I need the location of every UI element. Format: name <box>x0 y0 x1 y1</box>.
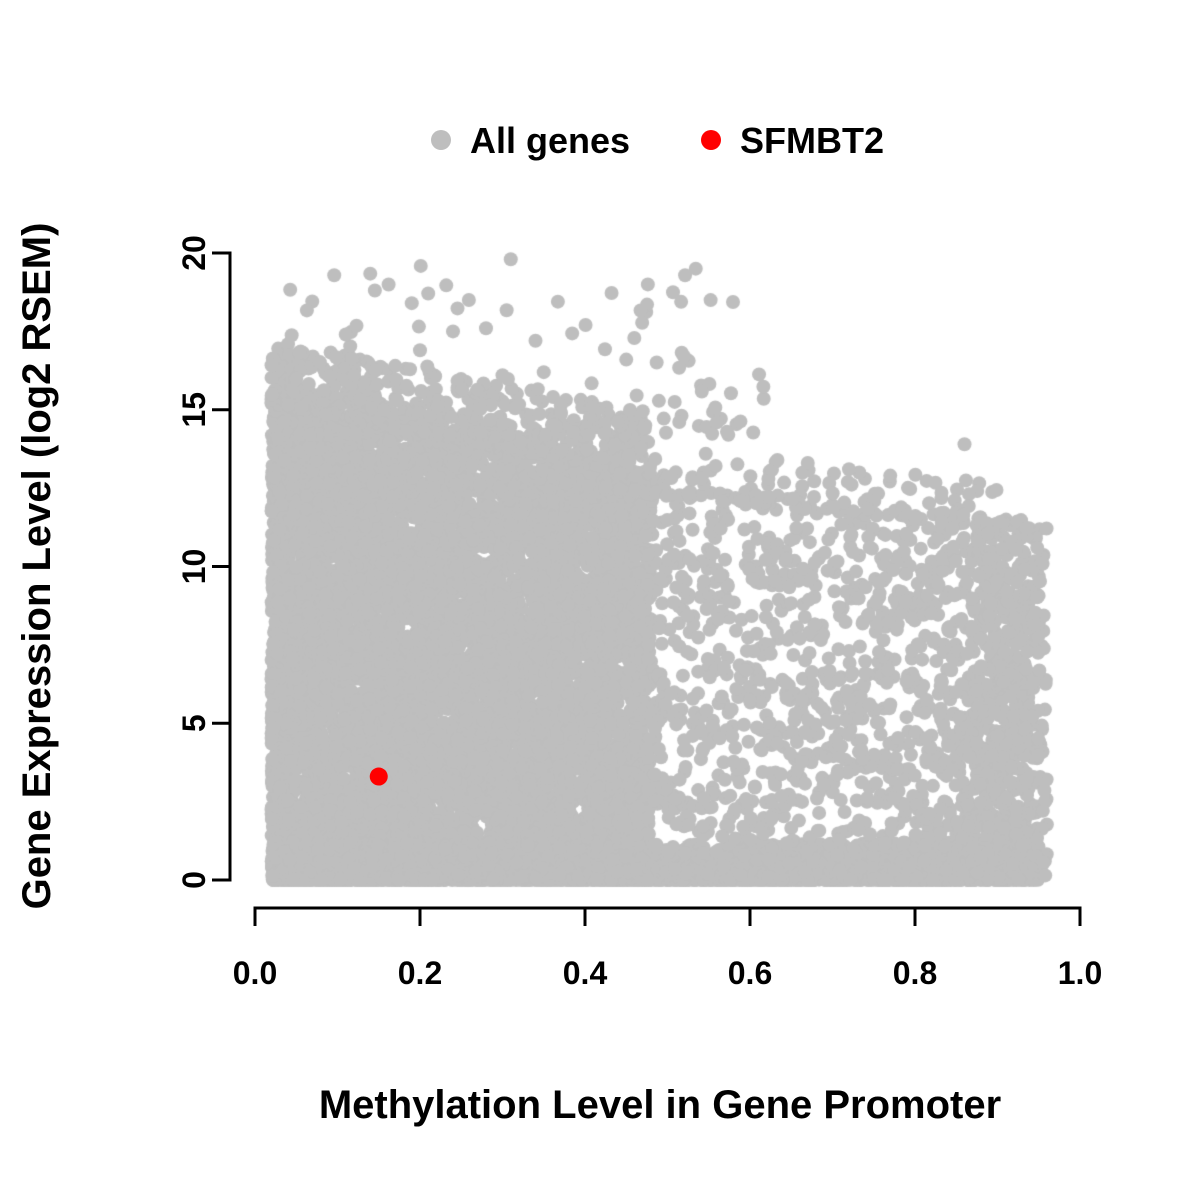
y-tick-label: 20 <box>176 235 212 271</box>
legend: All genes SFMBT2 <box>431 120 884 161</box>
x-axis-ticks: 0.0 0.2 0.4 0.6 0.8 1.0 <box>233 908 1102 991</box>
y-tick-label: 10 <box>176 549 212 585</box>
x-tick-label: 0.6 <box>728 955 772 991</box>
y-axis-title: Gene Expression Level (log2 RSEM) <box>15 223 59 910</box>
x-tick-label: 1.0 <box>1058 955 1102 991</box>
y-tick-label: 0 <box>176 871 212 889</box>
y-tick-label: 5 <box>176 714 212 732</box>
legend-marker-sfmbt2-icon <box>701 130 721 150</box>
legend-marker-all-genes-icon <box>431 130 451 150</box>
x-tick-label: 0.2 <box>398 955 442 991</box>
x-axis-title: Methylation Level in Gene Promoter <box>319 1083 1001 1127</box>
x-tick-label: 0.8 <box>893 955 937 991</box>
legend-label-all-genes: All genes <box>470 120 630 161</box>
y-tick-label: 15 <box>176 392 212 428</box>
y-axis-ticks: 0 5 10 15 20 <box>176 235 230 889</box>
sfmbt2-point <box>369 767 388 786</box>
x-tick-label: 0.4 <box>563 955 608 991</box>
legend-label-sfmbt2: SFMBT2 <box>740 120 884 161</box>
x-tick-label: 0.0 <box>233 955 277 991</box>
